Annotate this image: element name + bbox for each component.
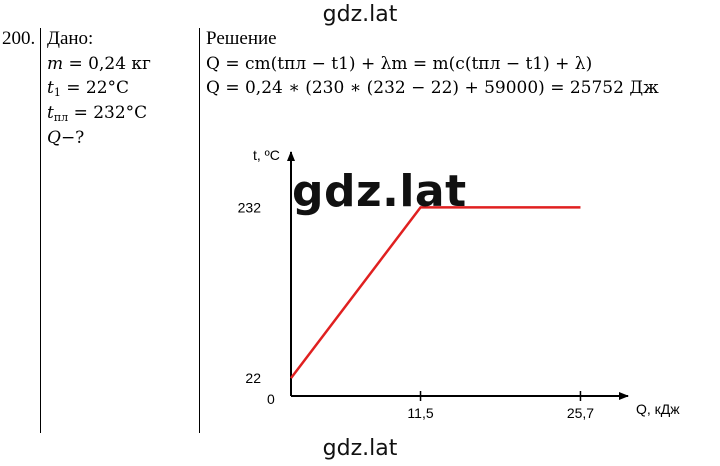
- given-melting-temperature: tпл = 232°C: [47, 103, 147, 124]
- given-tpl-sub: пл: [53, 111, 69, 124]
- y-axis-label: t, ºC: [253, 147, 280, 163]
- solution-title: Решение: [206, 28, 277, 49]
- y-tick-label: 22: [245, 370, 261, 386]
- watermark-bottom: gdz.lat: [322, 436, 398, 461]
- divider-middle: [199, 28, 200, 433]
- given-tpl-var: t: [47, 103, 54, 123]
- given-initial-temperature: t1 = 22°C: [47, 78, 129, 99]
- solution-numeric: Q = 0,24 ∗ (230 ∗ (232 − 22) + 59000) = …: [206, 78, 659, 98]
- given-q-value: −?: [60, 128, 85, 148]
- given-t1-var: t: [47, 78, 54, 98]
- given-t1-sub: 1: [53, 86, 61, 99]
- given-title: Дано:: [47, 28, 94, 49]
- x-tick-label: 25,7: [567, 405, 594, 421]
- origin-label: 0: [267, 391, 275, 407]
- series-line: [290, 206, 581, 379]
- watermark-top: gdz.lat: [322, 2, 398, 27]
- given-q-var: Q: [47, 128, 61, 148]
- given-tpl-value: = 232°C: [68, 103, 148, 123]
- solution-formula: Q = cm(tпл − t1) + λm = m(c(tпл − t1) + …: [206, 54, 593, 74]
- given-mass-var: m: [47, 54, 64, 74]
- given-mass-value: = 0,24 кг: [63, 54, 151, 74]
- given-question: Q−?: [47, 128, 84, 148]
- given-t1-value: = 22°C: [60, 78, 130, 98]
- watermark-large: gdz.lat: [292, 166, 467, 217]
- given-mass: m = 0,24 кг: [47, 54, 151, 74]
- divider-left: [40, 28, 41, 433]
- x-tick-label: 11,5: [407, 405, 433, 421]
- x-axis-label: Q, кДж: [636, 401, 680, 417]
- y-tick-label: 232: [238, 199, 262, 215]
- problem-number: 200.: [2, 28, 36, 49]
